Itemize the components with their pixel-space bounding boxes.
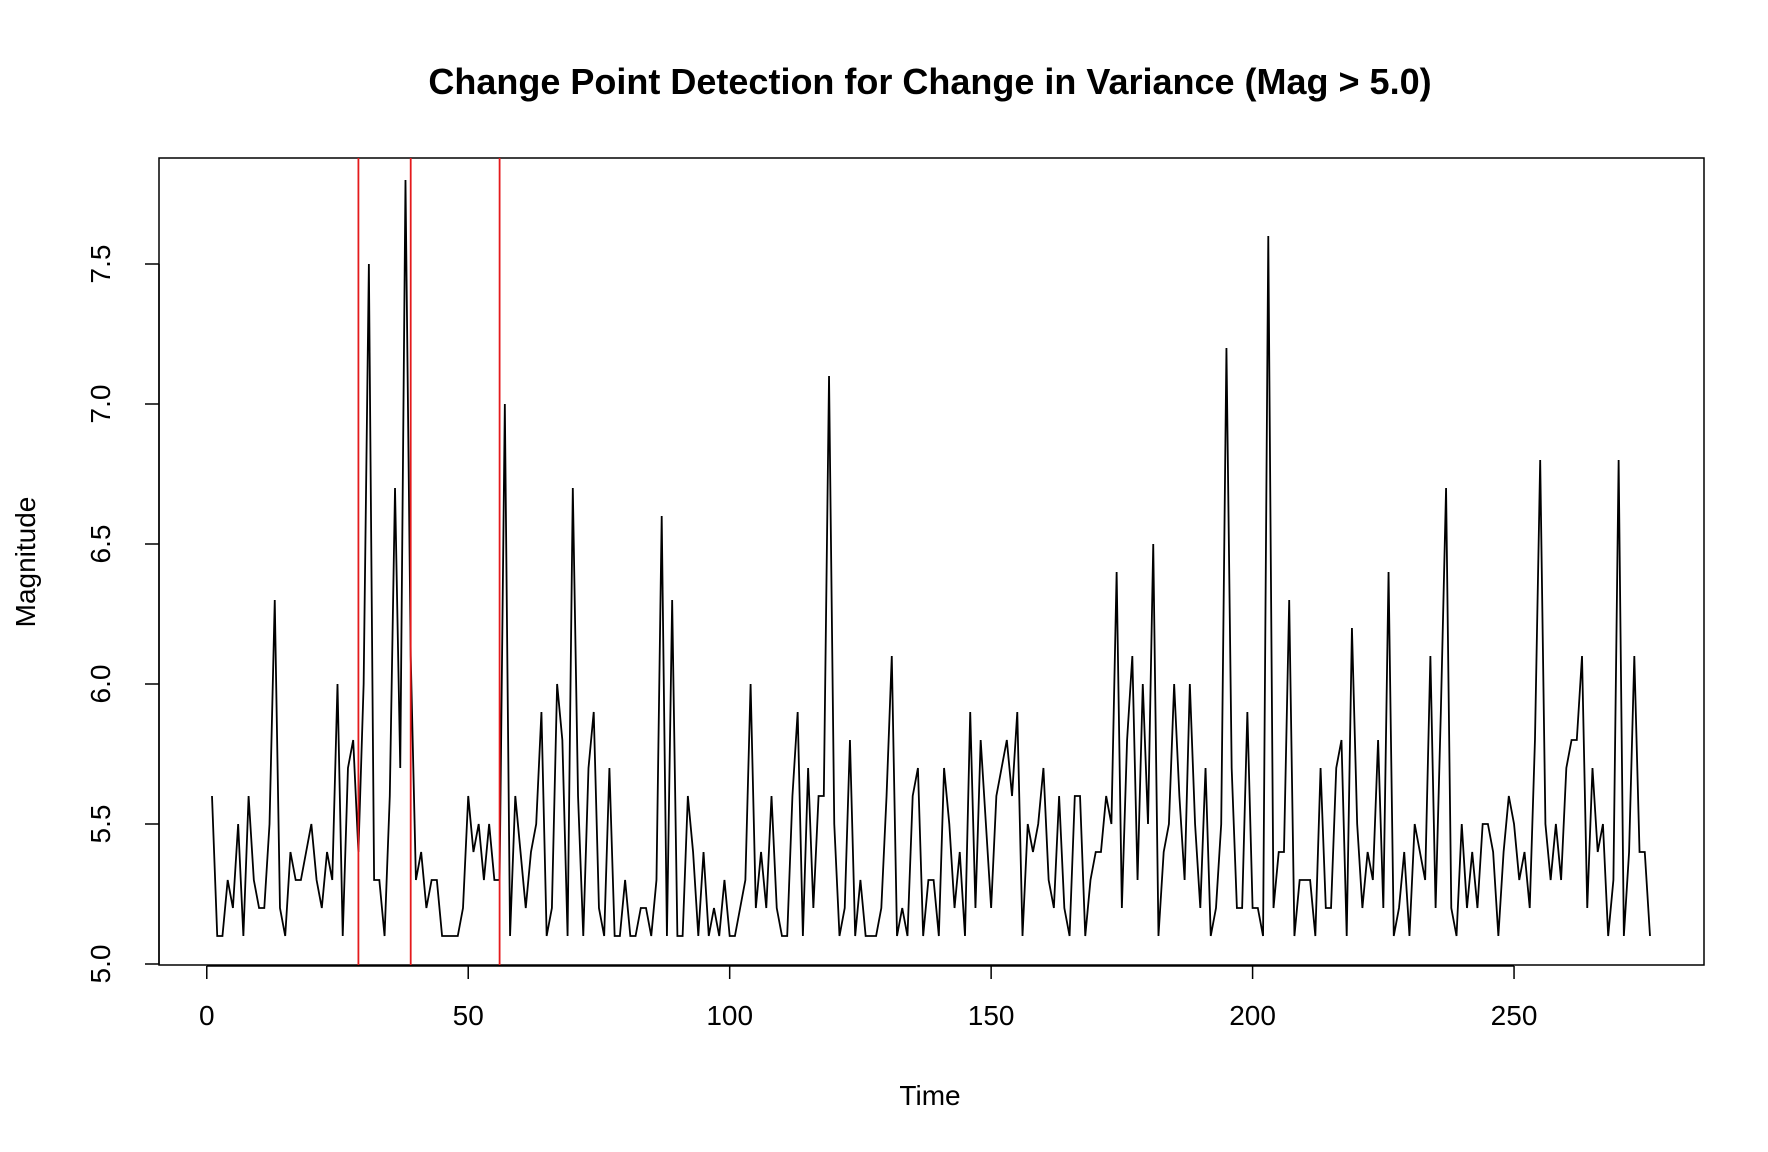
y-tick-label: 7.0 xyxy=(85,385,116,424)
x-tick-label: 50 xyxy=(453,1000,484,1031)
y-tick-label: 7.5 xyxy=(85,245,116,284)
y-tick-label: 5.0 xyxy=(85,945,116,984)
x-tick-label: 250 xyxy=(1491,1000,1538,1031)
x-tick-label: 150 xyxy=(968,1000,1015,1031)
y-tick-label: 6.5 xyxy=(85,525,116,564)
y-tick-label: 5.5 xyxy=(85,805,116,844)
x-axis-label: Time xyxy=(899,1080,960,1111)
x-tick-label: 0 xyxy=(199,1000,215,1031)
plot-frame xyxy=(158,157,1705,966)
y-axis-label: Magnitude xyxy=(10,497,41,628)
y-tick-label: 6.0 xyxy=(85,665,116,704)
series-line xyxy=(211,179,1651,937)
x-axis: 0 50 100 150 200 250 xyxy=(199,965,1538,1031)
y-axis: 5.0 5.5 6.0 6.5 7.0 7.5 xyxy=(85,245,160,984)
series-layer xyxy=(211,179,1651,937)
x-tick-label: 200 xyxy=(1229,1000,1276,1031)
changepoint-layer xyxy=(357,158,501,965)
x-tick-label: 100 xyxy=(706,1000,753,1031)
chart-title: Change Point Detection for Change in Var… xyxy=(428,61,1431,102)
